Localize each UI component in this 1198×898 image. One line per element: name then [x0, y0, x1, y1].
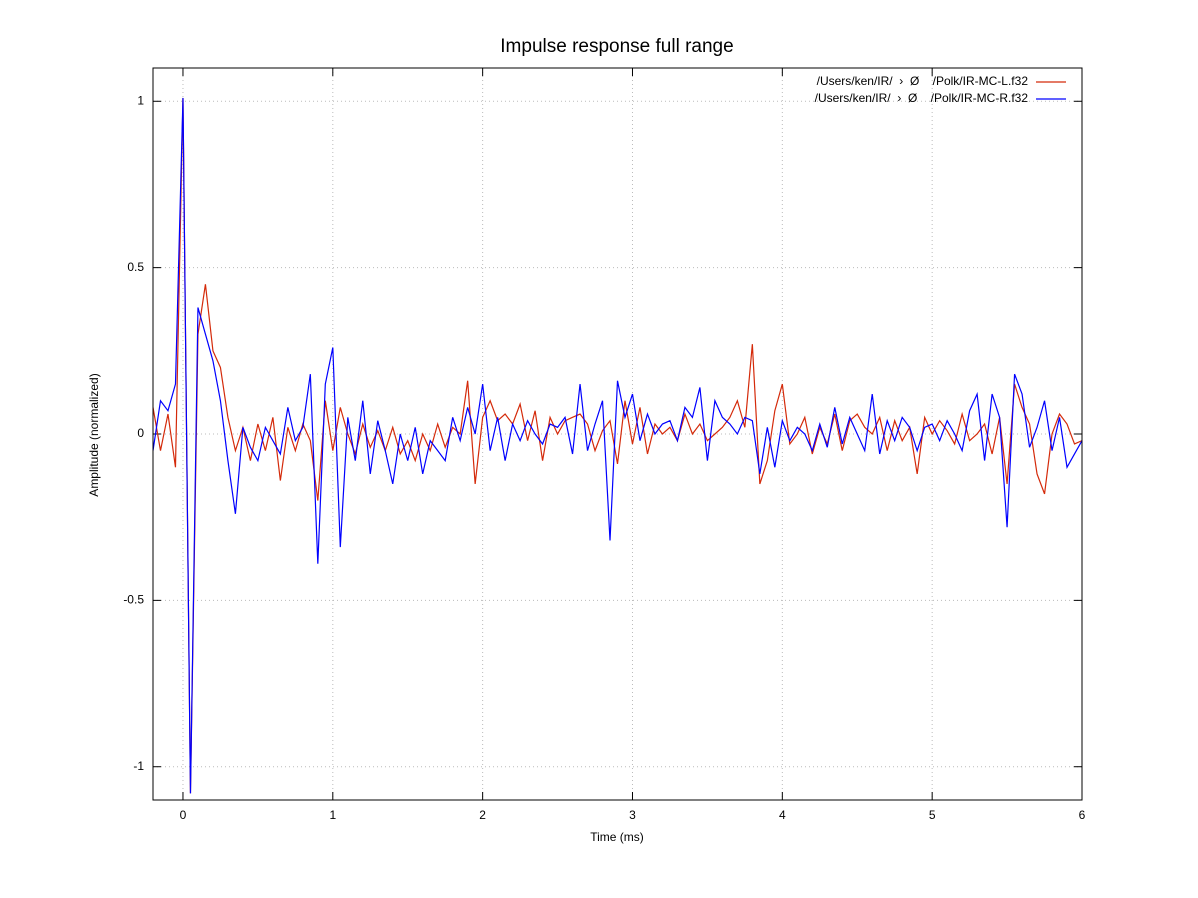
- x-tick-label: 0: [180, 808, 187, 822]
- legend-label: /Users/ken/IR/ › Ø /Polk/IR-MC-L.f32: [817, 74, 1029, 88]
- y-axis-label: Amplitude (normalized): [87, 373, 101, 496]
- legend-label: /Users/ken/IR/ › Ø /Polk/IR-MC-R.f32: [815, 91, 1029, 105]
- plot-frame: [152, 67, 1083, 801]
- x-tick-label: 4: [779, 808, 786, 822]
- y-tick-label: 1: [137, 93, 144, 107]
- data-line: [153, 97, 1082, 794]
- y-tick-label: -0.5: [123, 593, 144, 607]
- x-axis-label: Time (ms): [590, 830, 644, 844]
- x-tick-label: 5: [929, 808, 936, 822]
- x-tick-label: 1: [329, 808, 336, 822]
- data-line: [153, 97, 1082, 794]
- y-tick-label: -1: [133, 759, 144, 773]
- x-tick-label: 3: [629, 808, 636, 822]
- y-tick-label: 0.5: [127, 260, 144, 274]
- chart-title: Impulse response full range: [500, 36, 733, 57]
- y-tick-label: 0: [137, 426, 144, 440]
- x-tick-label: 2: [479, 808, 486, 822]
- x-tick-label: 6: [1079, 808, 1086, 822]
